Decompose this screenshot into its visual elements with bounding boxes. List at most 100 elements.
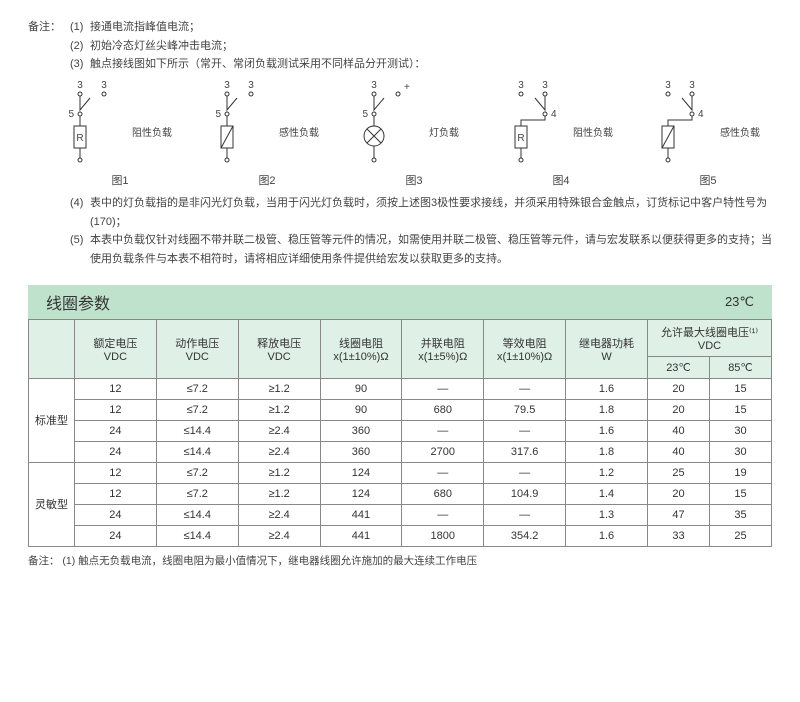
th-t85: 85℃ (709, 356, 771, 378)
table-cell: 33 (647, 525, 709, 546)
table-cell: 35 (709, 504, 771, 525)
table-cell: — (402, 420, 484, 441)
table-cell: 360 (320, 441, 402, 462)
table-cell: 24 (75, 504, 157, 525)
th-parallelr: 并联电阻x(1±5%)Ω (402, 319, 484, 378)
table-cell: 1.2 (566, 462, 648, 483)
table-row: 24≤14.4≥2.43602700317.61.84030 (29, 441, 772, 462)
svg-text:4: 4 (698, 109, 704, 120)
table-cell: 24 (75, 420, 157, 441)
table-cell: 124 (320, 483, 402, 504)
table-cell: ≤14.4 (156, 441, 238, 462)
diagram-label: 图3 (405, 172, 422, 188)
row-category: 标准型 (29, 378, 75, 462)
table-cell: 12 (75, 399, 157, 420)
table-cell: 90 (320, 399, 402, 420)
table-cell: 1.6 (566, 420, 648, 441)
table-cell: 1.6 (566, 378, 648, 399)
table-cell: 680 (402, 399, 484, 420)
note-item: (2) 初始冷态灯丝尖峰冲击电流； (70, 37, 772, 56)
th-coilr: 线圈电阻x(1±10%)Ω (320, 319, 402, 378)
diagram-label: 图2 (258, 172, 275, 188)
table-cell: 30 (709, 420, 771, 441)
table-cell: 1.8 (566, 399, 648, 420)
table-cell: 19 (709, 462, 771, 483)
table-cell: 1.4 (566, 483, 648, 504)
table-cell: 104.9 (484, 483, 566, 504)
table-cell: 1.3 (566, 504, 648, 525)
table-cell: 1.8 (566, 441, 648, 462)
table-cell: 30 (709, 441, 771, 462)
table-cell: 12 (75, 483, 157, 504)
table-cell: ≤14.4 (156, 504, 238, 525)
table-cell: ≥2.4 (238, 420, 320, 441)
svg-text:3: 3 (665, 80, 671, 91)
table-cell: ≥1.2 (238, 399, 320, 420)
svg-text:3: 3 (224, 80, 230, 91)
table-cell: 317.6 (484, 441, 566, 462)
table-cell: 25 (647, 462, 709, 483)
section-temp: 23℃ (725, 294, 754, 310)
table-cell: ≥1.2 (238, 462, 320, 483)
table-row: 24≤14.4≥2.4360——1.64030 (29, 420, 772, 441)
table-footnote: 备注： (1) 触点无负载电流，线圈电阻为最小值情况下，继电器线圈允许施加的最大… (28, 553, 772, 568)
table-cell: 1800 (402, 525, 484, 546)
th-cat (29, 319, 75, 378)
table-cell: 79.5 (484, 399, 566, 420)
svg-text:3: 3 (518, 80, 524, 91)
table-cell: 24 (75, 525, 157, 546)
table-cell: — (402, 504, 484, 525)
svg-text:阻性负载: 阻性负载 (573, 126, 613, 139)
table-row: 24≤14.4≥2.44411800354.21.63325 (29, 525, 772, 546)
svg-text:灯负载: 灯负载 (429, 126, 459, 139)
table-cell: ≥1.2 (238, 378, 320, 399)
table-cell: 124 (320, 462, 402, 483)
table-cell: — (402, 462, 484, 483)
note-item: (3) 触点接线图如下所示（常开、常闭负载测试采用不同样品分开测试）： (70, 55, 772, 74)
table-cell: 1.6 (566, 525, 648, 546)
th-maxv: 允许最大线圈电压⁽¹⁾VDC (647, 319, 771, 356)
svg-text:5: 5 (68, 109, 74, 120)
th-t23: 23℃ (647, 356, 709, 378)
svg-text:感性负载: 感性负载 (720, 126, 760, 139)
note-item: (4) 表中的灯负载指的是非闪光灯负载，当用于闪光灯负载时，须按上述图3极性要求… (70, 194, 772, 231)
table-cell: ≥2.4 (238, 441, 320, 462)
table-row: 24≤14.4≥2.4441——1.34735 (29, 504, 772, 525)
table-cell: 25 (709, 525, 771, 546)
table-cell: 441 (320, 504, 402, 525)
table-row: 标准型12≤7.2≥1.290——1.62015 (29, 378, 772, 399)
table-cell: 15 (709, 399, 771, 420)
diagram-3: 3 + 5 灯负载 图3 (350, 80, 478, 188)
svg-text:+: + (404, 82, 410, 93)
table-cell: 40 (647, 441, 709, 462)
table-row: 12≤7.2≥1.2124680104.91.42015 (29, 483, 772, 504)
table-cell: ≥2.4 (238, 525, 320, 546)
table-cell: ≤7.2 (156, 462, 238, 483)
table-cell: 12 (75, 378, 157, 399)
table-cell: 20 (647, 399, 709, 420)
diagram-4: 3 3 4 R 阻性负载 图4 (497, 80, 625, 188)
svg-text:3: 3 (542, 80, 548, 91)
th-operate: 动作电压VDC (156, 319, 238, 378)
diagram-2: 3 3 5 感性负载 图2 (203, 80, 331, 188)
table-cell: ≤7.2 (156, 378, 238, 399)
note-item: (1) 接通电流指峰值电流； (70, 18, 772, 37)
table-cell: 90 (320, 378, 402, 399)
table-cell: 680 (402, 483, 484, 504)
table-cell: ≤14.4 (156, 525, 238, 546)
table-cell: 12 (75, 462, 157, 483)
table-cell: 2700 (402, 441, 484, 462)
table-cell: — (484, 504, 566, 525)
table-cell: 360 (320, 420, 402, 441)
notes-block-2: (4) 表中的灯负载指的是非闪光灯负载，当用于闪光灯负载时，须按上述图3极性要求… (28, 194, 772, 269)
table-cell: — (402, 378, 484, 399)
row-category: 灵敏型 (29, 462, 75, 546)
svg-text:5: 5 (362, 109, 368, 120)
diagram-label: 图5 (699, 172, 716, 188)
table-row: 12≤7.2≥1.29068079.51.82015 (29, 399, 772, 420)
section-title: 线圈参数 (46, 290, 110, 314)
table-cell: ≤14.4 (156, 420, 238, 441)
table-row: 灵敏型12≤7.2≥1.2124——1.22519 (29, 462, 772, 483)
table-cell: 354.2 (484, 525, 566, 546)
svg-text:5: 5 (215, 109, 221, 120)
